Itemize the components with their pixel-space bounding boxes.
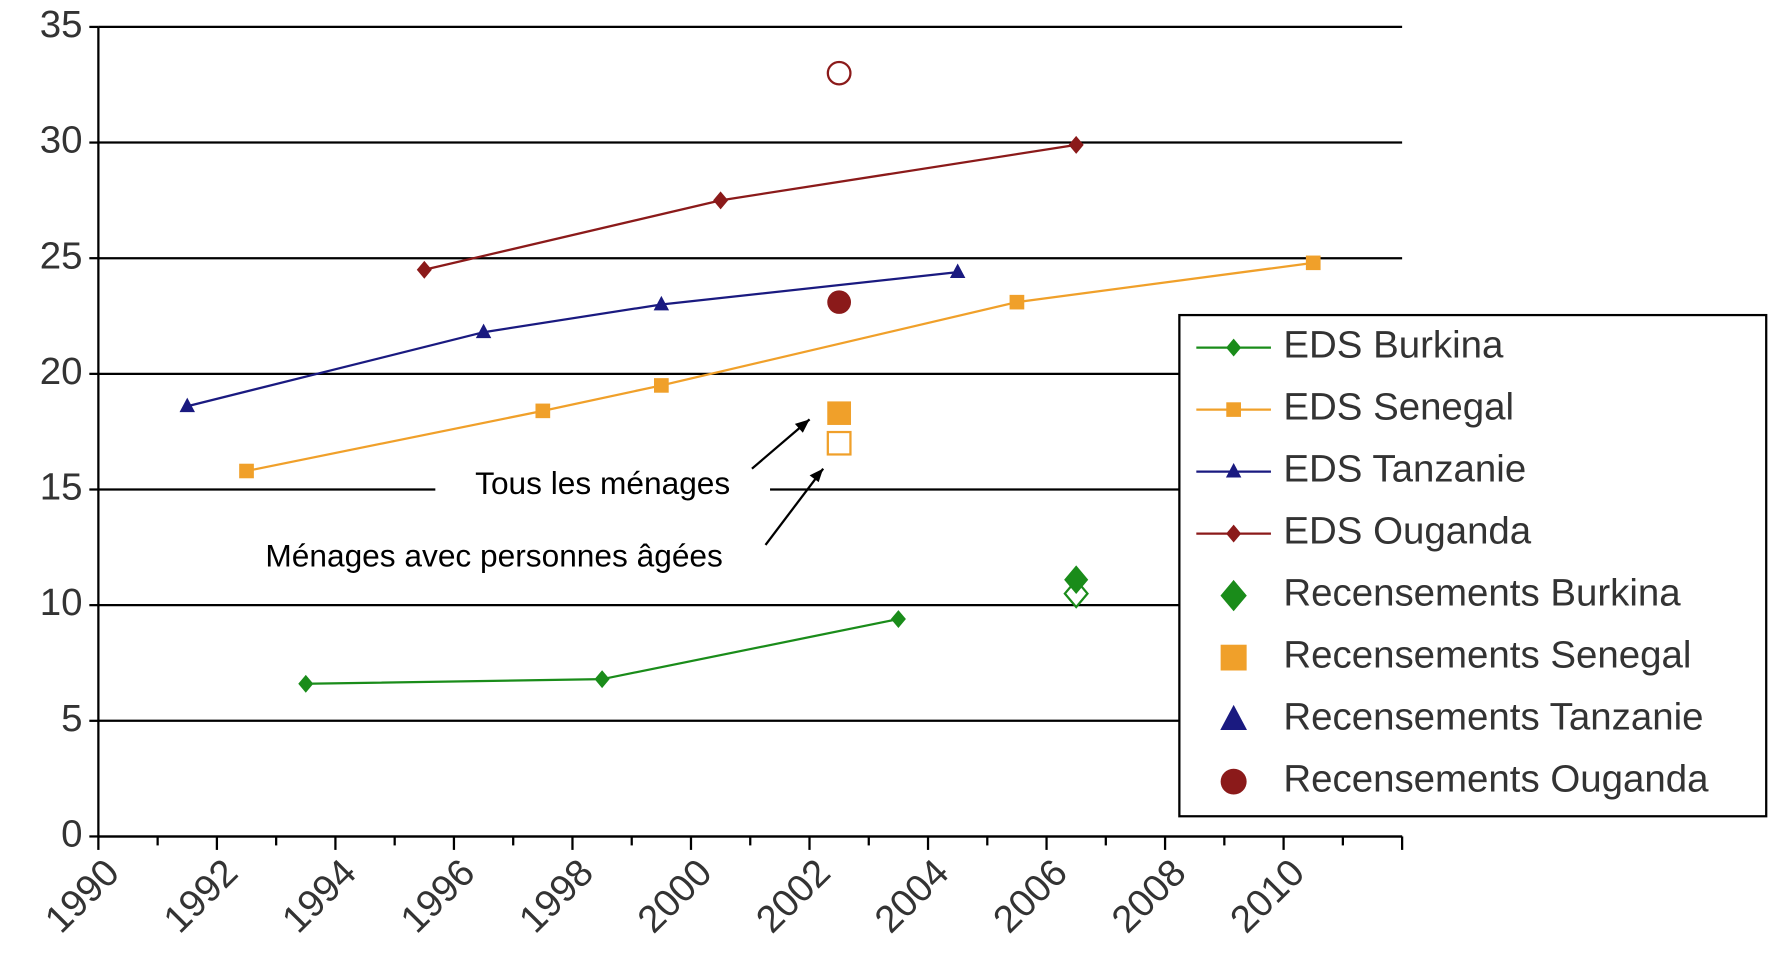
marker <box>1226 402 1241 417</box>
marker <box>826 430 852 456</box>
series-line <box>424 143 1077 271</box>
y-tick-label: 5 <box>61 697 82 740</box>
marker <box>827 290 852 314</box>
annotation-arrow <box>764 468 825 546</box>
marker <box>827 401 852 425</box>
annotation-bg <box>435 464 771 505</box>
legend-label: EDS Ouganda <box>1283 510 1532 553</box>
x-tick-label: 2008 <box>1103 851 1194 941</box>
series-line <box>186 270 958 408</box>
legend-label: EDS Tanzanie <box>1283 448 1526 491</box>
marker <box>179 397 195 413</box>
marker <box>475 323 492 339</box>
legend-entries: EDS Burkina EDS Senegal EDS Tanzanie EDS Ou… <box>1196 324 1709 801</box>
y-tick-label: 25 <box>40 234 83 277</box>
marker <box>1068 135 1084 154</box>
y-tick-label: 35 <box>40 3 83 46</box>
x-tick-label: 2010 <box>1222 851 1313 941</box>
y-tick-label: 20 <box>40 350 83 393</box>
y-tick-label: 15 <box>40 466 83 509</box>
y-tick-label: 30 <box>40 119 83 162</box>
marker <box>1226 524 1242 543</box>
marker <box>1220 644 1247 671</box>
legend-label: EDS Senegal <box>1283 386 1514 429</box>
marker <box>535 403 551 419</box>
legend-label: Recensements Ouganda <box>1283 758 1709 801</box>
y-tick-label: 10 <box>40 581 83 624</box>
arrow-head <box>794 419 810 433</box>
x-tick-label: 1990 <box>37 851 128 941</box>
x-tick-label: 2002 <box>748 851 839 941</box>
annotation: Tous les ménages <box>475 465 730 501</box>
marker <box>298 674 314 693</box>
series-line <box>246 261 1314 473</box>
marker <box>654 378 669 393</box>
x-tick-label: 1994 <box>274 851 365 941</box>
marker <box>1220 768 1247 795</box>
marker <box>416 260 432 279</box>
marker <box>713 191 729 210</box>
marker <box>653 295 670 311</box>
marker <box>594 670 610 689</box>
legend-label: Recensements Burkina <box>1283 572 1681 615</box>
legend-label: Recensements Senegal <box>1283 634 1691 677</box>
annotation: Ménages avec personnes âgées <box>265 538 722 574</box>
x-tick-label: 1996 <box>392 851 483 941</box>
x-tick-label: 1992 <box>155 851 246 941</box>
y-tick-label: 0 <box>61 813 82 856</box>
marker <box>1220 579 1247 612</box>
marker <box>1305 255 1321 271</box>
marker <box>949 263 966 279</box>
marker <box>1064 565 1089 595</box>
marker <box>890 610 906 628</box>
legend <box>1178 313 1768 818</box>
legend-label: Recensements Tanzanie <box>1283 696 1703 739</box>
arrow-head <box>809 468 824 483</box>
marker <box>1225 462 1242 478</box>
x-tick-label: 1998 <box>511 851 602 941</box>
marker <box>239 463 254 479</box>
legend-label: EDS Burkina <box>1283 324 1504 367</box>
x-tick-label: 2000 <box>629 851 720 941</box>
marker <box>1009 294 1025 310</box>
x-tick-label: 2004 <box>866 851 957 941</box>
x-tick-label: 2006 <box>985 851 1076 941</box>
marker <box>1226 338 1242 357</box>
marker <box>826 60 852 86</box>
marker <box>1220 704 1248 731</box>
